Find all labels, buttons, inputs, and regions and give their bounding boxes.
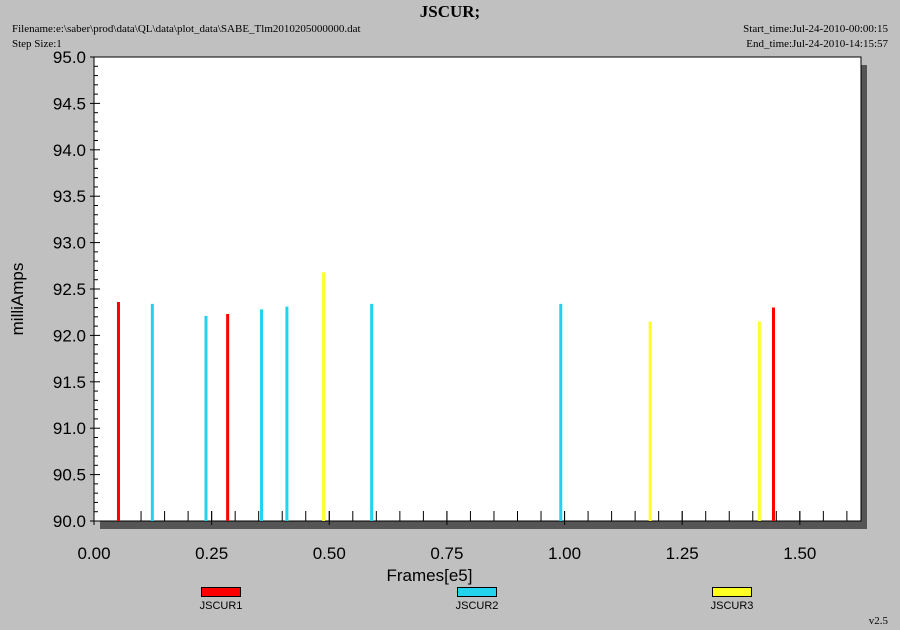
x-tick-label: 0.50 xyxy=(313,544,346,563)
x-tick-label: 0.00 xyxy=(77,544,110,563)
legend-swatch-jscur1 xyxy=(201,587,241,597)
x-tick-label: 1.00 xyxy=(548,544,581,563)
x-tick-label: 0.25 xyxy=(195,544,228,563)
x-tick-label: 1.50 xyxy=(783,544,816,563)
y-tick-label: 91.5 xyxy=(53,373,86,392)
end-time-label: End_time:Jul-24-2010-14:15:57 xyxy=(746,38,888,50)
plot-frame xyxy=(93,56,862,522)
x-tick-label: 1.25 xyxy=(666,544,699,563)
y-tick-label: 92.0 xyxy=(53,326,86,345)
filename-label: Filename:e:\saber\prod\data\QL\data\plot… xyxy=(12,23,361,35)
x-tick-label: 0.75 xyxy=(430,544,463,563)
step-size-label: Step Size:1 xyxy=(12,38,62,50)
legend-swatch-jscur3 xyxy=(712,587,752,597)
legend-label-jscur2: JSCUR2 xyxy=(455,600,499,612)
y-tick-label: 93.0 xyxy=(53,234,86,253)
legend-swatch-jscur2 xyxy=(457,587,497,597)
chart-title: JSCUR; xyxy=(419,2,481,21)
y-tick-label: 91.0 xyxy=(53,419,86,438)
y-axis-label: milliAmps xyxy=(8,263,27,336)
y-tick-label: 90.0 xyxy=(53,512,86,531)
y-tick-label: 95.0 xyxy=(53,48,86,67)
y-tick-label: 94.5 xyxy=(53,94,86,113)
legend-label-jscur3: JSCUR3 xyxy=(710,600,754,612)
legend-label-jscur1: JSCUR1 xyxy=(199,600,243,612)
y-tick-label: 92.5 xyxy=(53,280,86,299)
version-label: v2.5 xyxy=(868,615,888,627)
y-tick-label: 93.5 xyxy=(53,187,86,206)
x-axis-label: Frames[e5] xyxy=(387,566,473,585)
y-tick-label: 90.5 xyxy=(53,466,86,485)
y-tick-label: 94.0 xyxy=(53,141,86,160)
start-time-label: Start_time:Jul-24-2010-00:00:15 xyxy=(743,23,888,35)
